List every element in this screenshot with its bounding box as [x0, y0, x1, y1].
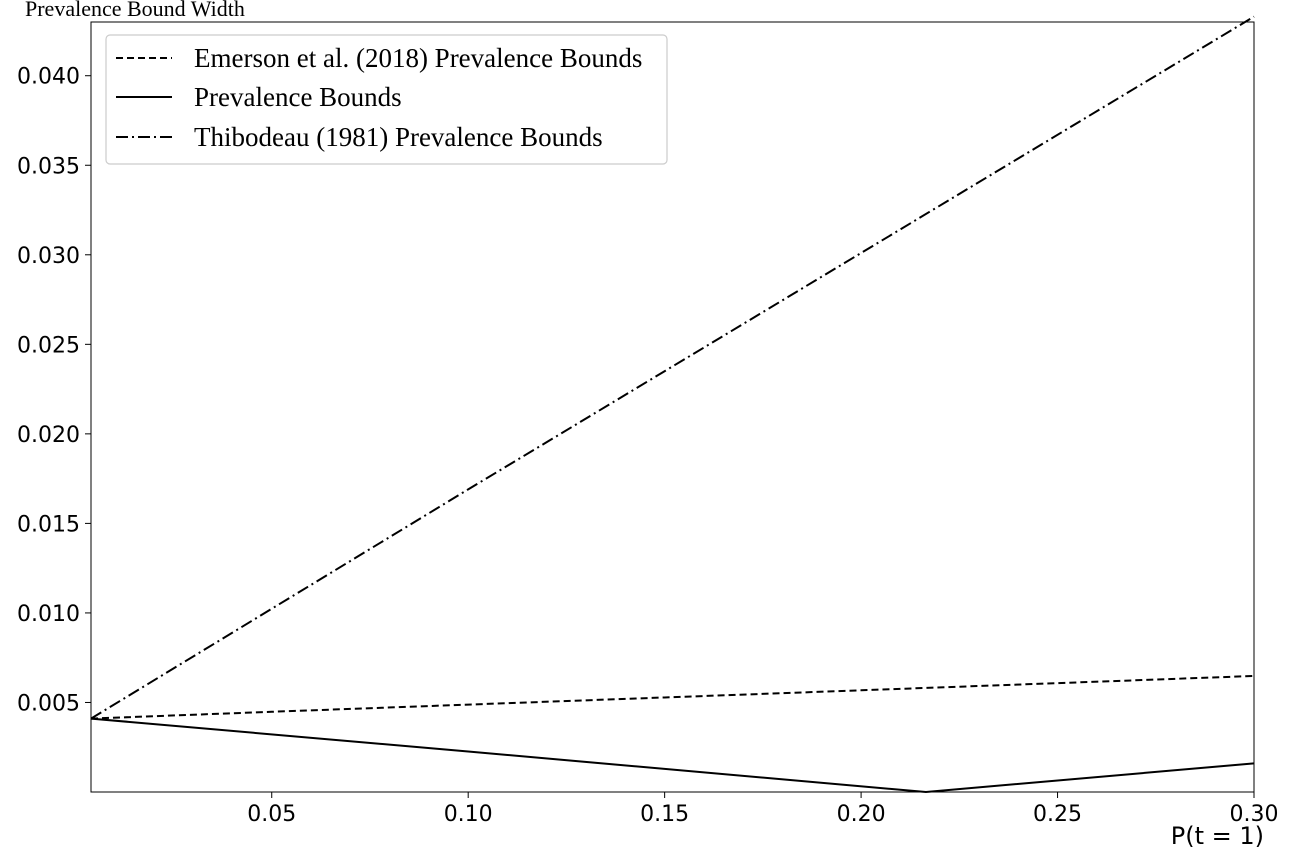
x-tick-label: 0.10 — [444, 802, 493, 827]
x-axis-label: P(t = 1) — [1171, 822, 1264, 850]
x-tick-label: 0.15 — [640, 802, 689, 827]
x-tick-label: 0.25 — [1033, 802, 1082, 827]
x-tick-label: 0.20 — [837, 802, 886, 827]
x-tick-label: 0.30 — [1230, 802, 1279, 827]
y-axis-label: Prevalence Bound Width — [25, 0, 245, 21]
series-layer — [90, 15, 1255, 794]
series-line-1 — [90, 717, 1255, 794]
legend-label-emerson: Emerson et al. (2018) Prevalence Bounds — [194, 43, 642, 73]
y-tick-label: 0.025 — [17, 333, 80, 358]
y-tick-label: 0.020 — [17, 423, 80, 448]
legend-box — [105, 34, 668, 165]
legend-label-prevalence: Prevalence Bounds — [194, 82, 402, 112]
series-line-2 — [90, 15, 1255, 720]
y-axis-ticks: 0.005 0.010 0.015 0.020 0.025 0.030 0.035 0.040 — [17, 65, 91, 716]
x-tick-label: 0.05 — [247, 802, 296, 827]
legend: Emerson et al. (2018) Prevalence Bounds … — [105, 34, 668, 165]
y-tick-label: 0.005 — [17, 691, 80, 716]
y-tick-label: 0.015 — [17, 512, 80, 537]
y-tick-label: 0.030 — [17, 244, 80, 269]
y-tick-label: 0.010 — [17, 602, 80, 627]
legend-label-thibodeau: Thibodeau (1981) Prevalence Bounds — [194, 122, 603, 152]
y-tick-label: 0.035 — [17, 154, 80, 179]
series-line-0 — [90, 674, 1255, 720]
x-axis-ticks: 0.05 0.10 0.15 0.20 0.25 0.30 — [247, 792, 1278, 827]
y-tick-label: 0.040 — [17, 65, 80, 90]
